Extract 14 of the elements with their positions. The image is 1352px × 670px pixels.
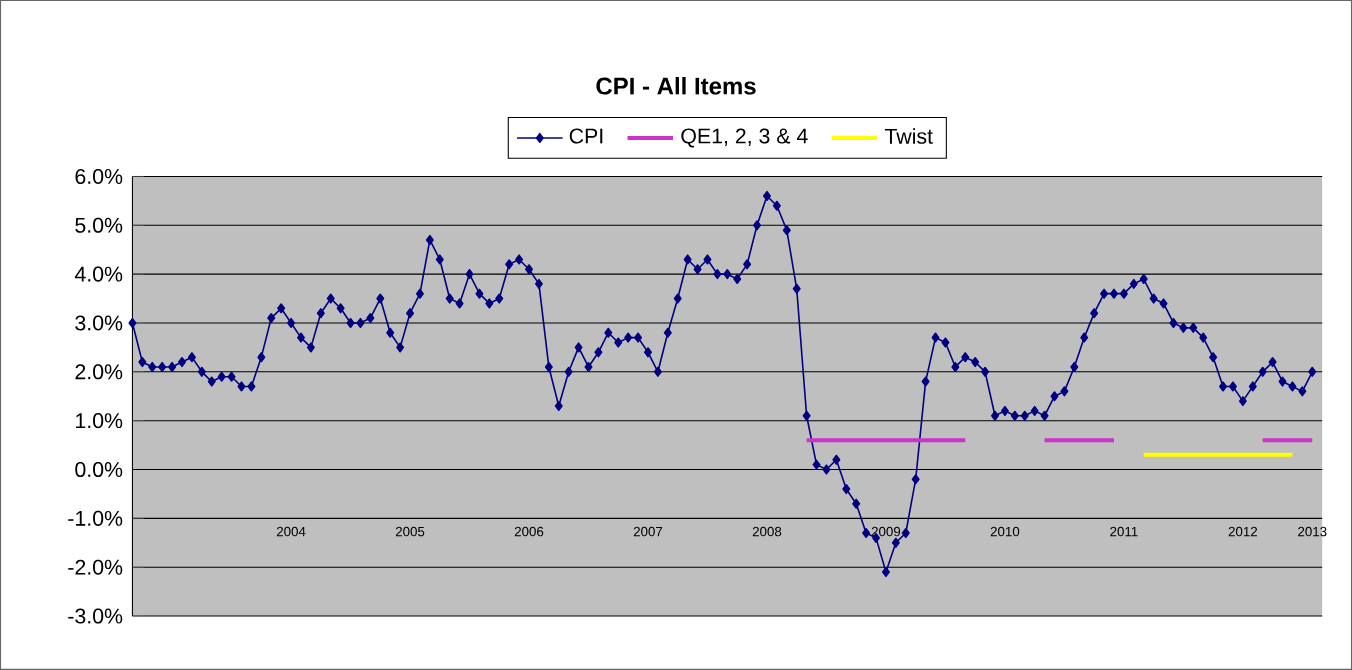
y-tick-label: 6.0% [75, 168, 123, 185]
chart-title: CPI - All Items [596, 77, 756, 95]
y-tick-label: -2.0% [68, 559, 123, 575]
y-tick-label: 4.0% [74, 266, 123, 282]
y-tick-label: 3.0% [75, 315, 123, 331]
legend-label: Twist [884, 128, 933, 144]
legend-label: CPI [569, 128, 603, 144]
y-tick-label: 0.0% [75, 462, 123, 478]
y-tick-label: 2.0% [75, 364, 123, 380]
y-tick-label: -3.0% [68, 608, 123, 624]
y-tick-label: 1.0% [76, 413, 123, 429]
y-tick-label: -1.0% [68, 510, 123, 526]
legend-label: QE1, 2, 3 & 4 [681, 128, 808, 148]
y-tick-label: 5.0% [75, 217, 123, 233]
